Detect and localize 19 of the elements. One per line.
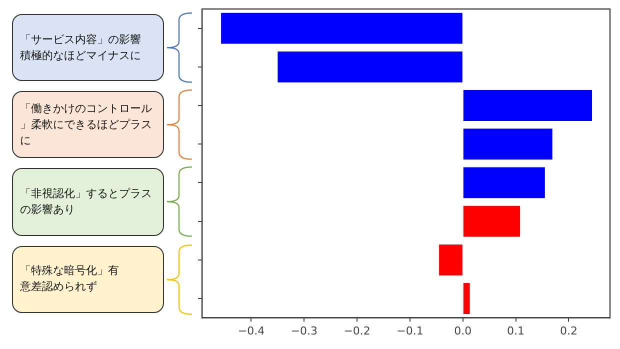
bar [463, 206, 520, 237]
bar [463, 90, 592, 121]
bar [463, 283, 470, 314]
bar [221, 12, 462, 44]
bar [463, 128, 552, 160]
text: 「サービス内容」の影響積極的なほどマイナスに [20, 32, 142, 64]
x-tick-label: −0.1 [396, 324, 424, 338]
bar [463, 167, 545, 198]
x-tick-label: −0.2 [344, 324, 370, 338]
text: 「非視認化」するとプラスの影響あり [20, 186, 153, 218]
x-tick-label: −0.4 [238, 324, 265, 338]
bar [278, 51, 462, 82]
bar [439, 244, 462, 276]
x-tick-label: 0.2 [560, 324, 578, 338]
text: 「特殊な暗号化」有意差認められず [20, 263, 120, 296]
x-tick-label: 0.1 [507, 324, 525, 338]
x-tick-label: 0.0 [454, 324, 472, 338]
text: 「働きかけのコントロール」柔軟にできるほどプラスに [20, 100, 153, 149]
x-tick-label: −0.3 [290, 324, 318, 338]
